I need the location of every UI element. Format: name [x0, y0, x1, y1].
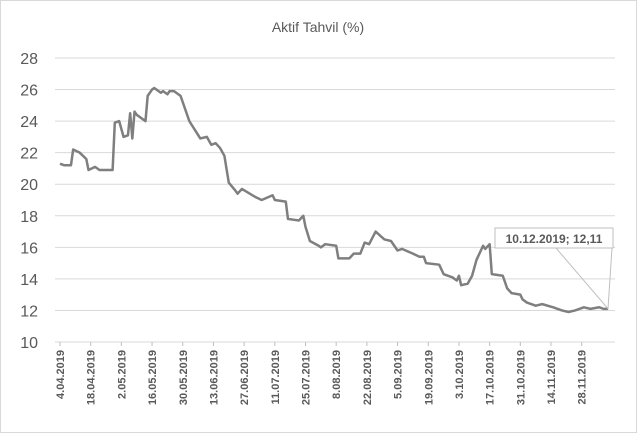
x-tick-label: 8.08.2019: [331, 350, 343, 399]
y-tick-label: 18: [20, 209, 38, 226]
data-line: [59, 86, 609, 314]
annotation: 10.12.2019; 12,11: [506, 232, 603, 246]
x-tick-label: 28.11.2019: [577, 350, 589, 404]
y-tick-label: 12: [20, 303, 38, 320]
x-tick-label: 22.08.2019: [362, 350, 374, 405]
x-tick-label: 30.05.2019: [178, 350, 190, 405]
x-tick-label: 3.10.2019: [454, 350, 466, 399]
x-tick-label: 17.10.2019: [485, 350, 497, 405]
x-tick-label: 16.05.2019: [147, 350, 159, 405]
x-tick-label: 13.06.2019: [208, 350, 220, 405]
y-tick-label: 28: [20, 51, 38, 68]
x-tick-label: 14.11.2019: [546, 350, 558, 404]
callout-box: [494, 227, 614, 249]
y-tick-label: 24: [20, 114, 38, 131]
y-tick-label: 10: [20, 335, 38, 352]
x-tick-label: 18.04.2019: [86, 350, 98, 405]
x-tick-label: 19.09.2019: [423, 350, 435, 405]
y-tick-label: 26: [20, 83, 38, 100]
y-tick-label: 14: [20, 272, 38, 289]
y-tick-label: 22: [20, 146, 38, 163]
x-tick-label: 27.06.2019: [239, 350, 251, 405]
x-tick-label: 5.09.2019: [393, 350, 405, 399]
y-tick-label: 20: [20, 177, 38, 194]
x-tick-label: 25.07.2019: [301, 350, 313, 405]
x-tick-label: 4.04.2019: [55, 350, 67, 399]
y-tick-label: 16: [20, 240, 38, 257]
x-tick-label: 11.07.2019: [270, 350, 282, 404]
x-tick-label: 2.05.2019: [116, 350, 128, 399]
x-tick-label: 31.10.2019: [515, 350, 527, 405]
chart-title: Aktif Tahvil (%): [272, 19, 364, 35]
